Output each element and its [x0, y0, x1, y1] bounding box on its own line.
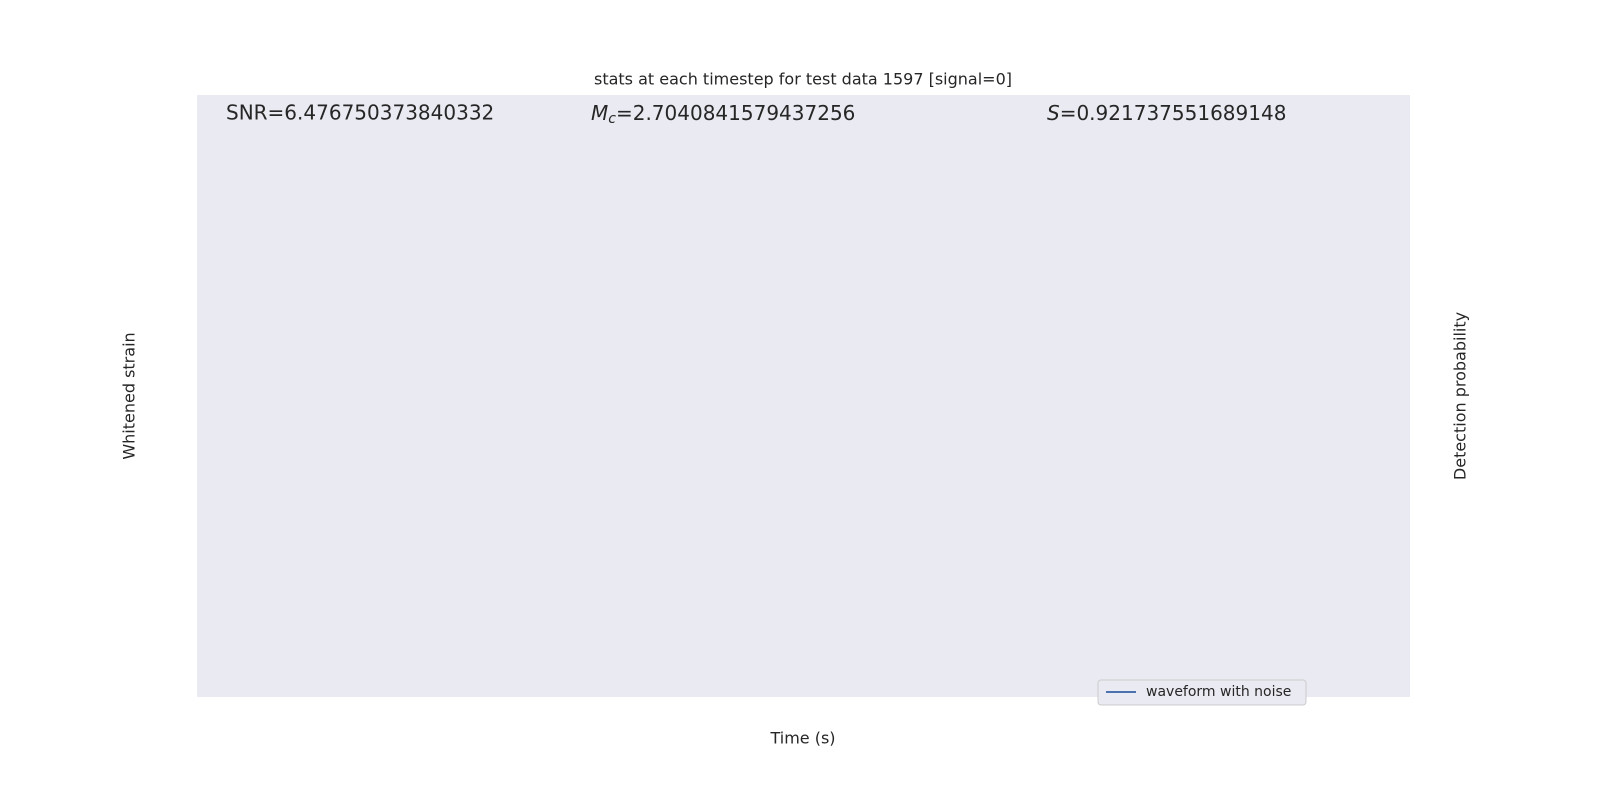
plot-area: [197, 95, 1410, 697]
annotation-s: S=0.921737551689148: [1047, 101, 1286, 125]
mc-value: =2.7040841579437256: [616, 101, 855, 125]
chart-title: stats at each timestep for test data 159…: [594, 70, 1012, 89]
mc-subscript: c: [608, 111, 616, 127]
s-symbol: S: [1047, 101, 1060, 125]
legend-label: waveform with noise: [1146, 684, 1291, 700]
x-axis-label: Time (s): [769, 729, 835, 748]
y2-axis-label: Detection probability: [1451, 312, 1470, 480]
mc-symbol: M: [591, 101, 608, 125]
legend-box: [1097, 679, 1307, 706]
s-value: =0.921737551689148: [1060, 101, 1287, 125]
annotation-snr: SNR=6.476750373840332: [226, 101, 494, 125]
legend: waveform with noise: [1097, 679, 1307, 706]
annotation-mc: Mc=2.7040841579437256: [591, 101, 855, 128]
y-axis-label: Whitened strain: [120, 332, 139, 459]
